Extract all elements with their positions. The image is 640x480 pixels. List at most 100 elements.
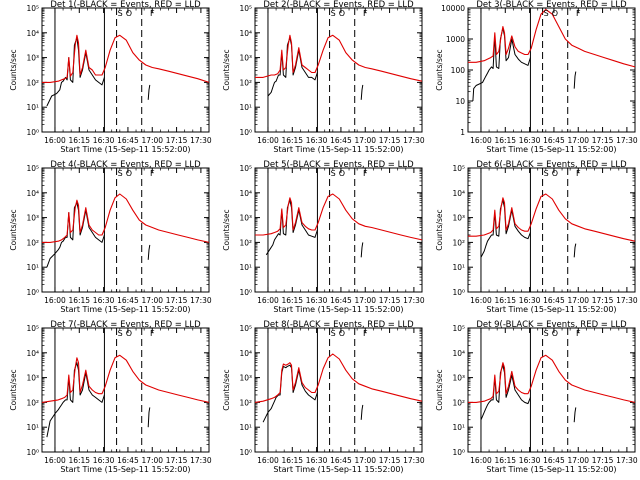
y-tick-label: 10³	[239, 214, 252, 223]
y-tick-label: 1000	[446, 35, 465, 44]
y-tick-label: 10³	[26, 374, 39, 383]
plot-frame	[41, 167, 210, 293]
y-tick-label: 10³	[452, 374, 465, 383]
x-tick-label: 17:30	[616, 136, 638, 145]
y-tick-label: 10⁰	[239, 448, 252, 457]
y-tick-label: 10⁴	[26, 189, 39, 198]
x-axis-title: Start Time (15-Sep-11 15:52:00)	[60, 145, 190, 154]
panel-det-9: Det 9(-BLACK = Events, RED = LLD 10⁰ 10¹ 10…	[435, 320, 638, 474]
plot-frame	[41, 7, 210, 133]
y-tick-label: 10⁰	[26, 448, 39, 457]
lld-series-line	[468, 354, 636, 403]
x-tick-label: 17:00	[567, 296, 589, 305]
y-tick-label: 10³	[452, 214, 465, 223]
y-tick-label: 10³	[239, 54, 252, 63]
x-tick-label: 17:15	[592, 456, 614, 465]
y-tick-label: 10³	[26, 54, 39, 63]
y-tick-label: 10⁵	[26, 4, 39, 13]
x-tick-label: 16:30	[519, 136, 541, 145]
y-tick-label: 10	[455, 97, 465, 106]
y-tick-label: 10¹	[452, 263, 465, 272]
y-axis-title: Counts/sec	[435, 369, 444, 410]
x-tick-label: 16:00	[470, 456, 492, 465]
y-tick-label: 10⁴	[239, 29, 252, 38]
plot-frame	[254, 327, 423, 453]
x-tick-label: 17:15	[166, 296, 188, 305]
x-tick-label: 17:30	[403, 136, 425, 145]
panel-det-8: Det 8(-BLACK = Events, RED = LLD 10⁰ 10¹ 10…	[222, 320, 425, 474]
y-tick-label: 10⁰	[26, 128, 39, 137]
plot-frame	[41, 327, 210, 453]
panel-title: Det 9(-BLACK = Events, RED = LLD	[476, 320, 627, 330]
lld-series-line	[468, 193, 636, 242]
y-tick-label: 10³	[26, 214, 39, 223]
x-tick-label: 17:30	[403, 296, 425, 305]
x-tick-label: 17:00	[141, 296, 163, 305]
x-tick-label: 16:30	[306, 136, 328, 145]
y-tick-label: 10¹	[239, 263, 252, 272]
x-tick-label: 16:30	[306, 296, 328, 305]
y-tick-label: 10¹	[26, 263, 39, 272]
y-axis-title: Counts/sec	[9, 209, 18, 250]
x-tick-label: 16:45	[330, 456, 352, 465]
lld-series-line	[41, 354, 210, 403]
panel-title: Det 3(-BLACK = Events, RED = LLD	[476, 0, 627, 10]
panel-det-5: Det 5(-BLACK = Events, RED = LLD 10⁰ 10¹ 10…	[222, 160, 425, 314]
y-axis-title: Counts/sec	[435, 49, 444, 90]
events-tail-line	[360, 242, 364, 258]
marker-label-O: O	[126, 169, 132, 178]
panel-det-7: Det 7(-BLACK = Events, RED = LLD 10⁰ 10¹ 10…	[9, 320, 212, 474]
x-tick-label: 16:45	[117, 296, 139, 305]
events-series-line	[472, 27, 531, 102]
marker-label-S: S	[118, 9, 123, 18]
x-tick-label: 17:30	[616, 456, 638, 465]
y-tick-label: 10²	[452, 238, 465, 247]
x-tick-label: 17:30	[190, 296, 212, 305]
events-tail-line	[360, 404, 364, 420]
y-tick-label: 10⁴	[239, 349, 252, 358]
lld-series-line	[254, 353, 423, 403]
marker-label-F: F	[150, 169, 155, 178]
x-tick-label: 17:30	[190, 456, 212, 465]
y-axis-title: Counts/sec	[222, 369, 231, 410]
x-axis-title: Start Time (15-Sep-11 15:52:00)	[273, 465, 403, 474]
y-tick-label: 100	[451, 66, 466, 75]
x-tick-label: 17:15	[379, 136, 401, 145]
x-tick-label: 16:00	[470, 296, 492, 305]
y-tick-label: 10⁴	[26, 349, 39, 358]
marker-label-F: F	[150, 9, 155, 18]
marker-label-O: O	[552, 169, 558, 178]
x-tick-label: 16:45	[330, 136, 352, 145]
x-tick-label: 17:15	[379, 456, 401, 465]
x-axis-title: Start Time (15-Sep-11 15:52:00)	[486, 145, 616, 154]
y-tick-label: 1	[460, 128, 465, 137]
x-tick-label: 17:00	[354, 136, 376, 145]
x-tick-label: 17:00	[567, 456, 589, 465]
x-axis-title: Start Time (15-Sep-11 15:52:00)	[273, 305, 403, 314]
panel-det-2: Det 2(-BLACK = Events, RED = LLD 10⁰ 10¹ 10…	[222, 0, 425, 154]
x-axis-title: Start Time (15-Sep-11 15:52:00)	[486, 465, 616, 474]
y-tick-label: 10⁴	[26, 29, 39, 38]
plot-frame	[467, 327, 636, 453]
marker-label-F: F	[150, 329, 155, 338]
x-tick-label: 16:30	[306, 456, 328, 465]
marker-label-S: S	[544, 169, 549, 178]
y-tick-label: 10²	[452, 398, 465, 407]
x-tick-label: 16:15	[281, 296, 303, 305]
x-tick-label: 16:15	[494, 136, 516, 145]
marker-label-O: O	[339, 9, 345, 18]
panel-title: Det 5(-BLACK = Events, RED = LLD	[263, 160, 414, 170]
y-tick-label: 10²	[239, 238, 252, 247]
x-axis-title: Start Time (15-Sep-11 15:52:00)	[60, 465, 190, 474]
y-axis-title: Counts/sec	[9, 369, 18, 410]
y-tick-label: 10⁴	[452, 189, 465, 198]
x-tick-label: 17:30	[616, 296, 638, 305]
marker-label-F: F	[363, 9, 368, 18]
marker-label-S: S	[331, 9, 336, 18]
y-tick-label: 10¹	[26, 103, 39, 112]
events-tail-line	[147, 407, 151, 428]
y-tick-label: 10¹	[452, 423, 465, 432]
y-axis-title: Counts/sec	[9, 49, 18, 90]
y-tick-label: 10⁵	[26, 324, 39, 333]
